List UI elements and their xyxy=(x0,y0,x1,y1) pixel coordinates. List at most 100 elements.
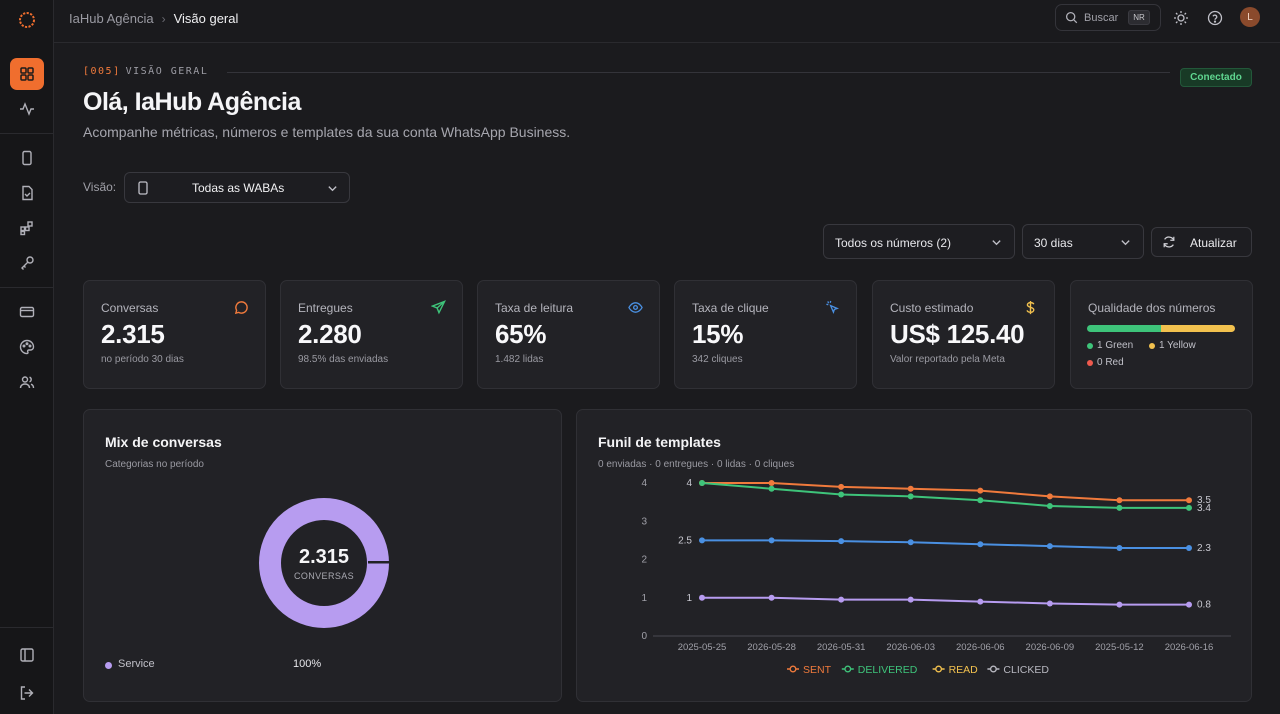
legend-label-clicked: CLICKED xyxy=(1003,664,1049,676)
sidebar-item-phones[interactable] xyxy=(10,142,44,174)
phone-icon xyxy=(138,181,148,195)
x-tick-label: 2026-05-31 xyxy=(817,642,866,653)
series-line-read xyxy=(702,539,1189,550)
panel-icon xyxy=(20,648,34,662)
y-tick-label: 4 xyxy=(641,478,647,489)
sidebar-collapse-button[interactable] xyxy=(10,639,44,671)
page-subtitle: Acompanhe métricas, números e templates … xyxy=(83,124,571,140)
start-value-label: 1 xyxy=(686,593,692,604)
x-tick-label: 2026-06-06 xyxy=(956,642,1005,653)
data-point-read xyxy=(1186,545,1192,552)
waba-select[interactable]: Todas as WABAs xyxy=(124,172,350,203)
brand-logo-icon[interactable] xyxy=(17,10,37,30)
period-select[interactable]: 30 dias xyxy=(1022,224,1144,259)
card-entregues: Entregues 2.280 98.5% das enviadas xyxy=(280,280,463,389)
data-point-clicked xyxy=(1046,600,1053,607)
y-tick-label: 1 xyxy=(641,593,647,604)
sidebar-item-billing[interactable] xyxy=(10,296,44,328)
quality-legend-green: 1 Green xyxy=(1087,340,1133,351)
breadcrumb-current: Visão geral xyxy=(173,11,239,26)
sidebar-item-dashboard[interactable] xyxy=(10,58,44,90)
data-point-clicked xyxy=(907,596,914,603)
search-shortcut: NR xyxy=(1128,10,1150,25)
numbers-select[interactable]: Todos os números (2) xyxy=(823,224,1015,259)
sidebar-divider xyxy=(0,627,54,628)
view-filter-label: Visão: xyxy=(83,180,117,194)
legend-marker-read xyxy=(935,665,943,673)
data-point-clicked xyxy=(699,594,705,601)
card-value: 2.280 xyxy=(298,319,362,349)
card-label: Entregues xyxy=(298,301,353,315)
quality-legend-yellow: 1 Yellow xyxy=(1149,340,1196,351)
sidebar-item-appearance[interactable] xyxy=(10,331,44,363)
search-icon xyxy=(1065,11,1078,24)
x-tick-label: 2025-05-25 xyxy=(678,642,727,653)
card-value: US$ 125.40 xyxy=(890,319,1025,349)
panel-title: Mix de conversas xyxy=(105,434,222,450)
sidebar-divider xyxy=(0,287,54,288)
quality-bar-yellow xyxy=(1161,325,1235,332)
card-value: 65% xyxy=(495,319,547,349)
panel-title: Funil de templates xyxy=(598,434,721,450)
help-icon[interactable] xyxy=(1207,10,1223,26)
chat-bubble-icon xyxy=(234,301,248,315)
card-taxa-leitura: Taxa de leitura 65% 1.482 lidas xyxy=(477,280,660,389)
page-title: Olá, IaHub Agência xyxy=(83,88,301,116)
chevron-down-icon xyxy=(992,240,1001,246)
data-point-read xyxy=(1046,543,1053,550)
data-point-delivered xyxy=(768,485,775,492)
legend-marker-sent xyxy=(789,665,797,673)
sidebar-item-team[interactable] xyxy=(10,366,44,398)
card-subtext: 1.482 lidas xyxy=(495,354,544,365)
card-qualidade-numeros: Qualidade dos números 1 Green 1 Yellow 0… xyxy=(1070,280,1253,389)
topbar: IaHub Agência › Visão geral Buscar NR L xyxy=(54,0,1280,43)
sidebar-item-keys[interactable] xyxy=(10,247,44,279)
grid-icon xyxy=(20,67,34,81)
data-point-sent xyxy=(1186,497,1192,504)
send-icon xyxy=(431,300,446,315)
green-dot-icon xyxy=(1087,342,1093,349)
card-label: Taxa de leitura xyxy=(495,301,574,315)
sidebar-item-integrations[interactable] xyxy=(10,212,44,244)
card-conversas: Conversas 2.315 no período 30 dias xyxy=(83,280,266,389)
data-point-read xyxy=(1116,545,1123,552)
quality-bar xyxy=(1087,325,1235,332)
data-point-delivered xyxy=(699,480,705,486)
data-point-delivered xyxy=(1186,504,1192,511)
section-tag: [005] VISÃO GERAL xyxy=(83,66,208,77)
key-icon xyxy=(21,256,34,270)
legend-marker-delivered xyxy=(844,665,852,673)
data-point-clicked xyxy=(1116,601,1123,608)
search-label: Buscar xyxy=(1084,11,1119,24)
numbers-select-value: Todos os números (2) xyxy=(835,236,952,250)
phone-icon xyxy=(22,150,32,166)
breadcrumb-root[interactable]: IaHub Agência xyxy=(69,11,154,26)
refresh-button[interactable]: Atualizar xyxy=(1151,227,1252,257)
panel-subtitle: 0 enviadas · 0 entregues · 0 lidas · 0 c… xyxy=(598,459,795,470)
mix-conversas-panel: Mix de conversas Categorias no período 2… xyxy=(83,409,562,702)
data-point-read xyxy=(699,537,705,544)
data-point-sent xyxy=(907,485,914,492)
donut-center: 2.315 CONVERSAS xyxy=(258,497,390,629)
card-value: 15% xyxy=(692,319,744,349)
sidebar-item-activity[interactable] xyxy=(10,93,44,125)
y-tick-label: 3 xyxy=(641,516,647,527)
data-point-sent xyxy=(1116,497,1123,504)
search-button[interactable]: Buscar NR xyxy=(1055,4,1161,31)
data-point-clicked xyxy=(1186,601,1192,608)
avatar[interactable]: L xyxy=(1240,7,1260,27)
theme-toggle-icon[interactable] xyxy=(1173,10,1189,26)
card-label: Qualidade dos números xyxy=(1088,301,1216,315)
card-subtext: 98.5% das enviadas xyxy=(298,354,389,365)
data-point-sent xyxy=(838,483,845,490)
y-tick-label: 0 xyxy=(641,631,647,642)
service-dot-icon xyxy=(105,662,112,669)
start-value-label: 2.5 xyxy=(678,535,692,546)
sidebar-item-templates[interactable] xyxy=(10,177,44,209)
logout-button[interactable] xyxy=(10,677,44,709)
sidebar-divider xyxy=(0,133,54,134)
start-value-label: 4 xyxy=(686,478,692,489)
quality-bar-green xyxy=(1087,325,1161,332)
users-icon xyxy=(19,376,35,389)
